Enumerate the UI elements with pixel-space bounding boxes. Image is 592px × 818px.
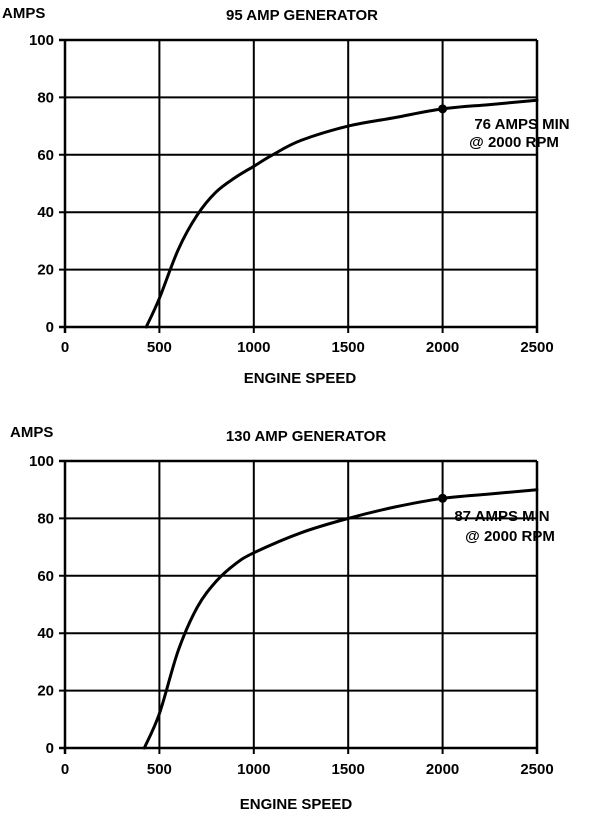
x-tick-label-1500: 1500 xyxy=(332,761,365,778)
y-tick-label-100: 100 xyxy=(29,32,54,49)
chart-title: 95 AMP GENERATOR xyxy=(226,7,378,24)
annotation-line-2: @ 2000 RPM xyxy=(469,134,559,151)
annotation: 87 AMPS MIN @ 2000 RPM xyxy=(438,493,555,545)
annotation-line-1: 76 AMPS MIN xyxy=(474,116,569,133)
annotation-line-1: 87 AMPS MIN xyxy=(454,508,549,525)
y-tick-label-0: 0 xyxy=(46,319,54,336)
x-axis-label: ENGINE SPEED xyxy=(240,796,353,813)
y-tick-label-100: 100 xyxy=(29,453,54,470)
y-tick-label-40: 40 xyxy=(37,625,54,642)
annotation-marker xyxy=(438,493,448,503)
x-tick-label-2000: 2000 xyxy=(426,761,459,778)
chart-95-amp-generator: 95 AMP GENERATOR AMPS ENGINE SPEED 0 20 40… xyxy=(2,5,570,387)
y-tick-label-60: 60 xyxy=(37,568,54,585)
y-tick-label-40: 40 xyxy=(37,204,54,221)
y-axis-label: AMPS xyxy=(2,5,45,22)
x-tick-label-2500: 2500 xyxy=(520,339,553,356)
y-tick-label-80: 80 xyxy=(37,89,54,106)
chart-130-amp-generator: 130 AMP GENERATOR AMPS ENGINE SPEED 0 20 4… xyxy=(10,424,555,813)
y-tick-label-80: 80 xyxy=(37,510,54,527)
y-axis-label: AMPS xyxy=(10,424,53,441)
x-tick-label-0: 0 xyxy=(61,339,69,356)
x-tick-label-0: 0 xyxy=(61,761,69,778)
x-tick-label-2500: 2500 xyxy=(520,761,553,778)
x-axis-label: ENGINE SPEED xyxy=(244,370,357,387)
chart-title: 130 AMP GENERATOR xyxy=(226,428,386,445)
x-tick-label-500: 500 xyxy=(147,339,172,356)
y-tick-label-20: 20 xyxy=(37,683,54,700)
grid-lines xyxy=(59,459,539,754)
annotation-line-2: @ 2000 RPM xyxy=(465,528,555,545)
x-tick-label-2000: 2000 xyxy=(426,339,459,356)
x-tick-label-1500: 1500 xyxy=(332,339,365,356)
annotation-marker xyxy=(438,104,448,114)
y-tick-label-60: 60 xyxy=(37,147,54,164)
x-tick-label-1000: 1000 xyxy=(237,339,270,356)
y-tick-label-0: 0 xyxy=(46,740,54,757)
x-tick-label-1000: 1000 xyxy=(237,761,270,778)
y-tick-label-20: 20 xyxy=(37,262,54,279)
annotation: 76 AMPS MIN @ 2000 RPM xyxy=(438,104,570,151)
x-tick-label-500: 500 xyxy=(147,761,172,778)
grid-lines xyxy=(59,38,539,333)
